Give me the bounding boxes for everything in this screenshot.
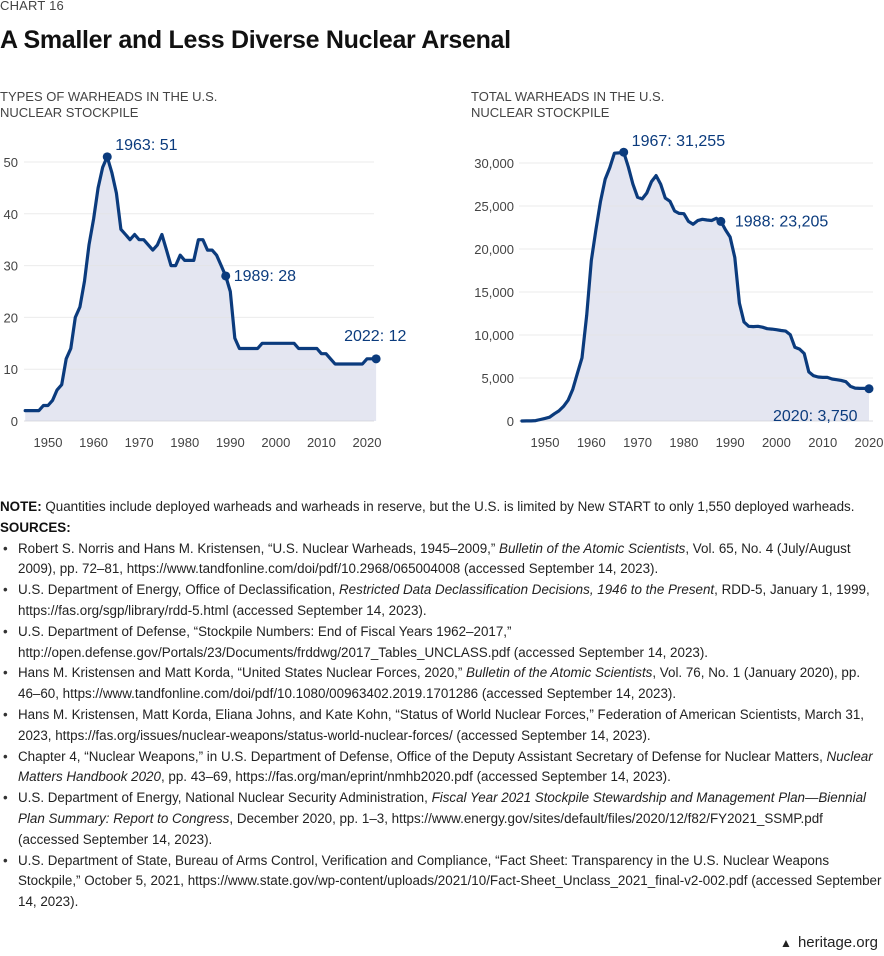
- right-chart-title: TOTAL WARHEADS IN THE U.S. NUCLEAR STOCK…: [471, 89, 665, 120]
- total-y-tick-label: 10,000: [474, 328, 514, 343]
- types-x-tick-label: 2020: [353, 435, 382, 450]
- types-annotation-label: 2022: 12: [344, 328, 406, 345]
- types-y-tick-label: 30: [4, 259, 18, 274]
- total-annotation-label: 2020: 3,750: [773, 408, 858, 425]
- total-series-line: [520, 150, 871, 423]
- types-x-tick-label: 1960: [79, 435, 108, 450]
- total-y-tick-label: 20,000: [474, 242, 514, 257]
- total-y-tick-label: 0: [507, 414, 514, 429]
- sources-label: SOURCES:: [0, 519, 71, 535]
- total-x-tick-label: 2010: [808, 435, 837, 450]
- types-y-tick-label: 0: [11, 414, 18, 429]
- notes-section: NOTE: Quantities include deployed warhea…: [0, 497, 884, 913]
- types-annotation-label: 1963: 51: [115, 137, 177, 154]
- total-x-tick-label: 2000: [762, 435, 791, 450]
- total-y-tick-label: 25,000: [474, 199, 514, 214]
- source-item: U.S. Department of Defense, “Stockpile N…: [0, 622, 884, 664]
- note-text: Quantities include deployed warheads and…: [41, 499, 855, 514]
- types-x-tick-label: 1970: [125, 435, 154, 450]
- total-y-tick-label: 15,000: [474, 285, 514, 300]
- total-x-tick-label: 1960: [577, 435, 606, 450]
- page-title: A Smaller and Less Diverse Nuclear Arsen…: [0, 26, 511, 54]
- source-item: Hans M. Kristensen, Matt Korda, Eliana J…: [0, 705, 884, 747]
- types-series-line: [23, 155, 378, 413]
- types-x-tick-label: 2010: [307, 435, 336, 450]
- total-y-tick-label: 5,000: [481, 371, 514, 386]
- total-annotation-marker: [864, 384, 874, 394]
- types-y-tick-label: 10: [4, 362, 18, 377]
- total-x-tick-label: 1980: [669, 435, 698, 450]
- total-x-tick-label: 1950: [531, 435, 560, 450]
- types-annotation-marker: [371, 354, 381, 364]
- source-item: U.S. Department of Energy, Office of Dec…: [0, 580, 884, 622]
- total-annotation-label: 1988: 23,205: [735, 213, 829, 230]
- chart-number: CHART 16: [0, 0, 64, 13]
- total-x-tick-label: 2020: [855, 435, 884, 450]
- site-name[interactable]: heritage.org: [797, 934, 878, 951]
- sources-list: Robert S. Norris and Hans M. Kristensen,…: [0, 539, 884, 913]
- total-x-tick-label: 1990: [716, 435, 745, 450]
- total-area-fill: [521, 152, 869, 421]
- total-annotation-label: 1967: 31,255: [632, 133, 726, 150]
- source-item: U.S. Department of State, Bureau of Arms…: [0, 851, 884, 913]
- types-annotation-marker: [102, 152, 112, 162]
- liberty-bell-icon: ▲: [780, 936, 792, 950]
- source-item: Robert S. Norris and Hans M. Kristensen,…: [0, 539, 884, 581]
- types-x-tick-label: 1980: [170, 435, 199, 450]
- types-x-tick-label: 1990: [216, 435, 245, 450]
- types-annotation-marker: [221, 271, 231, 281]
- types-x-tick-label: 1950: [34, 435, 63, 450]
- footer-brand[interactable]: ▲ heritage.org: [780, 934, 878, 951]
- types-annotation-label: 1989: 28: [234, 268, 296, 285]
- types-x-tick-label: 2000: [261, 435, 290, 450]
- source-item: Hans M. Kristensen and Matt Korda, “Unit…: [0, 663, 884, 705]
- source-item: Chapter 4, “Nuclear Weapons,” in U.S. De…: [0, 747, 884, 789]
- total-y-tick-label: 30,000: [474, 156, 514, 171]
- left-chart-title: TYPES OF WARHEADS IN THE U.S. NUCLEAR ST…: [0, 89, 218, 120]
- note: NOTE: Quantities include deployed warhea…: [0, 497, 884, 518]
- types-y-tick-label: 50: [4, 155, 18, 170]
- charts-canvas: 0 10 20 30 40 50 1950 1960 1970 1980 1990 2000 2010 2…: [4, 133, 884, 450]
- types-y-tick-label: 40: [4, 207, 18, 222]
- types-y-tick-label: 20: [4, 310, 18, 325]
- total-annotation-marker: [716, 216, 726, 226]
- note-label: NOTE:: [0, 499, 42, 514]
- source-item: U.S. Department of Energy, National Nucl…: [0, 788, 884, 850]
- total-x-tick-label: 1970: [623, 435, 652, 450]
- types-area-fill: [25, 156, 377, 422]
- total-annotation-marker: [619, 147, 629, 157]
